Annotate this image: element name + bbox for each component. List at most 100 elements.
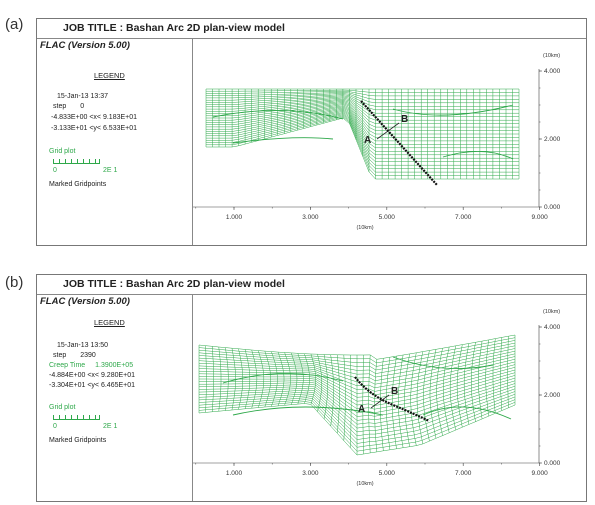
panel-a-x-unit: (10km) — [356, 225, 373, 231]
panel-a-scale-min: 0 — [53, 167, 57, 174]
panel-a-step: step 0 — [53, 103, 84, 110]
panel-a-y-tick-label: 0.000 — [544, 204, 561, 211]
panel-a-fault-trace — [442, 151, 514, 160]
panel-a-x-range: -4.833E+00 <x< 9.183E+01 — [51, 114, 138, 121]
panel-a-flac-version: FLAC (Version 5.00) — [40, 40, 130, 51]
panel-a-tag: (a) — [5, 16, 24, 33]
panel-b-mesh-col — [398, 354, 404, 448]
panel-b-x-tick-label: 5.000 — [379, 470, 396, 477]
panel-b-creep-label: Creep Time — [49, 362, 86, 369]
panel-a-grid-plot-label: Grid plot — [49, 148, 76, 155]
panel-a-y-range: -3.133E+01 <y< 6.533E+01 — [51, 125, 138, 132]
panel-b-mesh-col — [429, 349, 437, 439]
panel-b-scale-max: 2E 1 — [103, 423, 118, 430]
panel-a-legend: FLAC (Version 5.00) LEGEND 15-Jan-13 13:… — [37, 38, 193, 245]
panel-b-fault-trace — [232, 406, 384, 416]
panel-b-mesh-col — [463, 343, 470, 425]
panel-a-step-label: step — [53, 103, 67, 110]
panel-b-mesh-col — [290, 352, 298, 405]
panel-b-fault-trace — [222, 373, 344, 384]
panel-a-marked-gridpoints: Marked Gridpoints — [49, 181, 107, 188]
panel-a-x-tick-label: 3.000 — [302, 214, 319, 221]
panel-b-mesh-col — [337, 354, 340, 434]
panel-b-mesh-col — [404, 353, 410, 447]
panel-b-x-tick-label: 1.000 — [226, 470, 243, 477]
panel-b-y-tick-label: 2.000 — [544, 392, 561, 399]
panel-b-mesh-col — [478, 341, 483, 419]
panel-a-date: 15-Jan-13 13:37 — [57, 93, 108, 100]
panel-b-grid-plot-label: Grid plot — [49, 404, 76, 411]
panel-b-x-tick-label: 3.000 — [302, 470, 319, 477]
panel-b-mesh-col — [368, 354, 371, 453]
panel-a-frame: JOB TITLE : Bashan Arc 2D plan-view mode… — [36, 18, 587, 246]
panel-a-scale-max: 2E 1 — [103, 167, 118, 174]
panel-b-mesh-col — [507, 336, 509, 408]
panel-a-x-tick-label: 5.000 — [379, 214, 396, 221]
panel-b-date: 15-Jan-13 13:50 — [57, 342, 108, 349]
panel-b-flac-version: FLAC (Version 5.00) — [40, 296, 130, 307]
panel-b-tag: (b) — [5, 274, 24, 291]
panel-b-mesh-col — [238, 348, 243, 410]
panel-a-grid-plot: A B 1.000 3.000 5.000 7.000 9.000 (10km) 4.000 2.… — [193, 53, 561, 231]
panel-a-fault-trace — [232, 137, 334, 144]
panel-a-label-a: A — [364, 135, 371, 146]
panel-b-mesh-col — [386, 357, 391, 450]
panel-a-y-unit: (10km) — [543, 53, 560, 59]
panel-a-fault-trace — [212, 110, 344, 120]
panel-b-mesh-col — [350, 354, 352, 448]
panel-a-legend-title: LEGEND — [94, 71, 125, 80]
panel-a-job-title: JOB TITLE : Bashan Arc 2D plan-view mode… — [37, 19, 586, 39]
panel-b-marked-fault — [354, 376, 430, 422]
panel-a-scale-ruler — [53, 159, 100, 164]
panel-b-x-tick-label: 7.000 — [455, 470, 472, 477]
panel-b-job-title: JOB TITLE : Bashan Arc 2D plan-view mode… — [37, 275, 586, 295]
panel-b-mesh-col — [449, 345, 457, 431]
panel-b-creep-value: 1.3900E+05 — [95, 362, 134, 369]
panel-a-mesh — [205, 88, 520, 180]
panel-b-mesh — [198, 334, 516, 456]
panel-b-mesh-col — [218, 346, 222, 412]
panel-a-x-tick-label: 9.000 — [531, 214, 548, 221]
panel-b-mesh-col — [416, 351, 424, 444]
panel-b-legend: FLAC (Version 5.00) LEGEND 15-Jan-13 13:… — [37, 294, 193, 501]
panel-b-mesh-col — [492, 338, 496, 414]
panel-b-y-unit: (10km) — [543, 309, 560, 315]
panel-b-section-line — [370, 394, 390, 409]
panel-b-scale-min: 0 — [53, 423, 57, 430]
panel-b-fault-trace — [422, 406, 512, 420]
panel-b-y-range: -3.304E+01 <y< 6.465E+01 — [49, 382, 136, 389]
panel-a-marked-fault — [360, 100, 438, 186]
panel-a-section-line — [376, 122, 400, 140]
panel-b-mesh-col — [231, 348, 236, 411]
panel-b-mesh-col — [443, 346, 450, 433]
panel-b-scale-ruler — [53, 415, 100, 420]
panel-b-mesh-col — [211, 346, 214, 412]
panel-b-mesh-col — [258, 350, 265, 408]
panel-b-mesh-col — [205, 345, 207, 413]
panel-b-step-value: 2390 — [80, 352, 96, 359]
panel-b-mesh-col — [284, 352, 291, 406]
panel-b-mesh-col — [297, 353, 304, 405]
panel-b-mesh-col — [323, 354, 328, 419]
panel-a-x-tick-label: 1.000 — [226, 214, 243, 221]
panel-b-mesh-col — [485, 339, 489, 417]
panel-b-mesh-col — [436, 348, 443, 436]
panel-b-mesh-col — [264, 351, 271, 408]
panel-b-legend-title: LEGEND — [94, 318, 125, 327]
panel-a-step-value: 0 — [80, 103, 85, 110]
panel-b-mesh-col — [471, 342, 476, 422]
panel-b-mesh-col — [304, 353, 310, 404]
panel-b-label-a: A — [358, 404, 365, 415]
panel-b-mesh-col — [244, 349, 251, 409]
panel-b-x-tick-label: 9.000 — [531, 470, 548, 477]
panel-b-x-unit: (10km) — [356, 481, 373, 487]
panel-b-mesh-col — [271, 351, 278, 407]
panel-b-mesh-col — [251, 349, 258, 409]
panel-b-grid-plot: A B 1.000 3.000 5.000 7.000 9.000 (10km) 4.000 2.… — [193, 309, 561, 487]
panel-b-frame: JOB TITLE : Bashan Arc 2D plan-view mode… — [36, 274, 587, 502]
panel-b-creep-time: Creep Time 1.3900E+05 — [49, 362, 133, 369]
panel-b-mesh-col — [500, 337, 503, 411]
panel-b-mesh-col — [277, 352, 285, 406]
panel-a-x-tick-label: 7.000 — [455, 214, 472, 221]
panel-b-step: step 2390 — [53, 352, 96, 359]
